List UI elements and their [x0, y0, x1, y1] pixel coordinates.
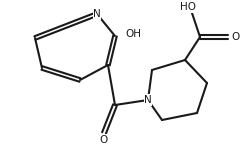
Text: N: N: [144, 95, 152, 105]
Text: OH: OH: [125, 29, 141, 39]
Text: O: O: [100, 135, 108, 145]
Text: N: N: [93, 9, 101, 19]
Text: O: O: [232, 32, 240, 42]
Text: HO: HO: [180, 2, 196, 12]
